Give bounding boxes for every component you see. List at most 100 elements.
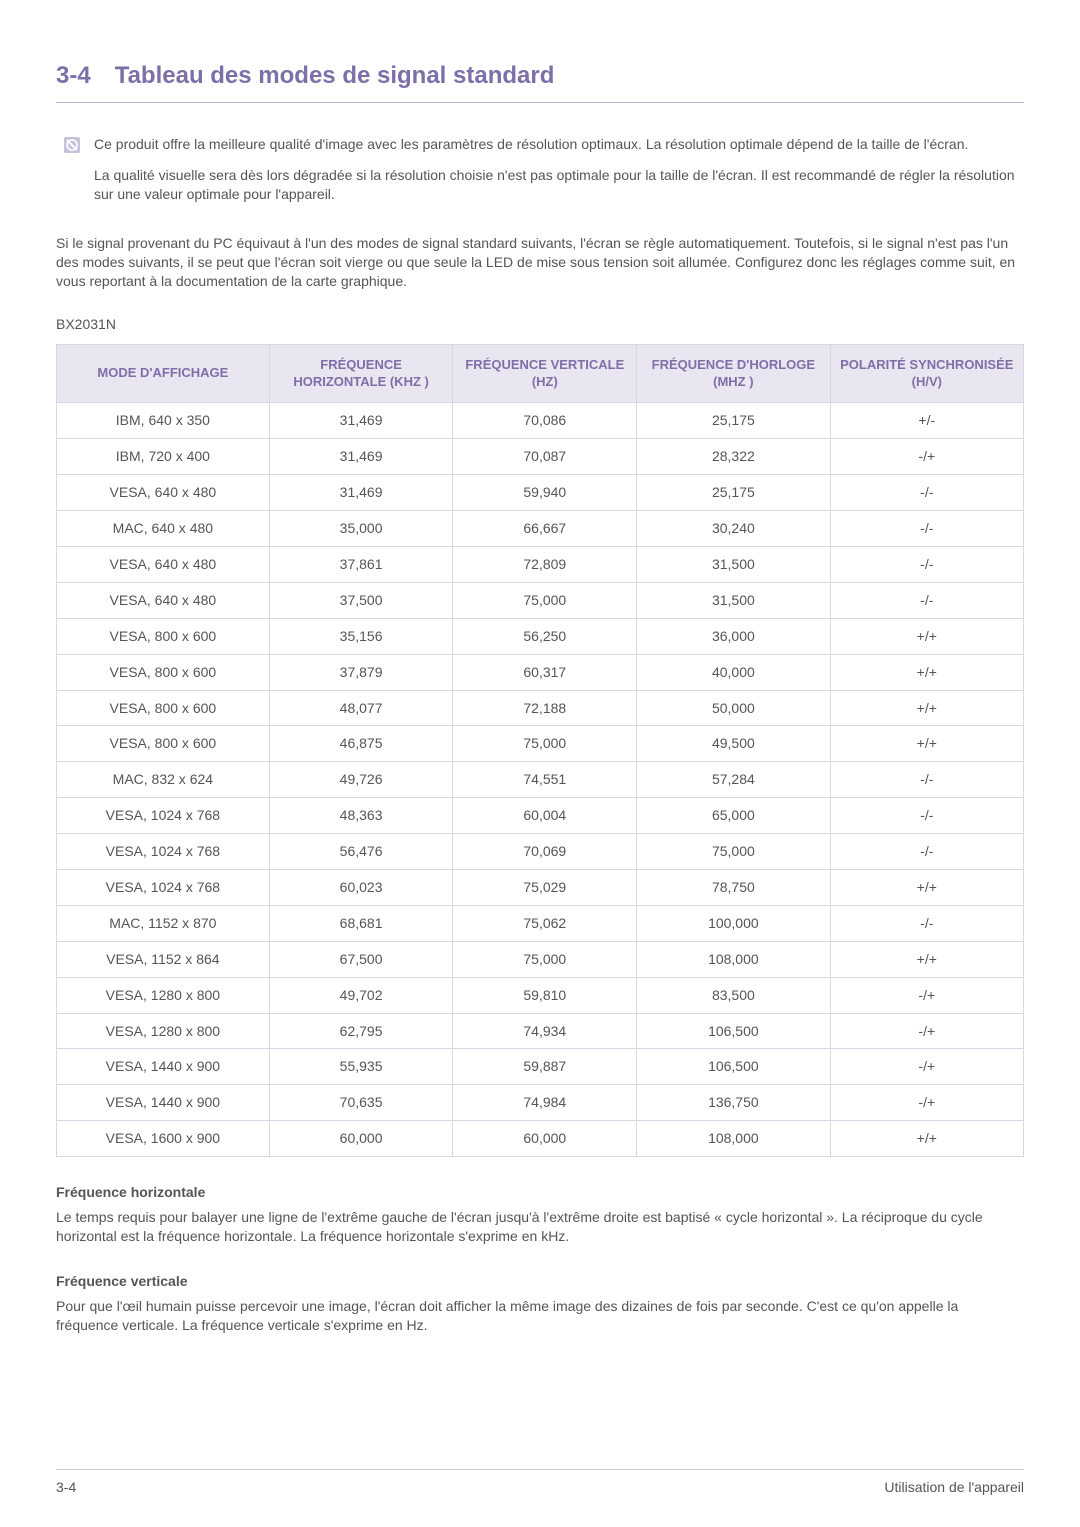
table-row: VESA, 1280 x 80049,70259,81083,500-/+: [57, 977, 1024, 1013]
table-cell: 70,086: [453, 403, 637, 439]
table-cell: -/-: [830, 905, 1023, 941]
table-cell: 36,000: [637, 618, 830, 654]
table-cell: -/+: [830, 977, 1023, 1013]
table-cell: 74,984: [453, 1085, 637, 1121]
table-cell: 60,000: [453, 1121, 637, 1157]
definition-title-vertical: Fréquence verticale: [56, 1272, 1024, 1291]
table-cell: 106,500: [637, 1013, 830, 1049]
table-cell: 83,500: [637, 977, 830, 1013]
table-cell: 59,887: [453, 1049, 637, 1085]
signal-modes-table: MODE D'AFFICHAGEFRÉQUENCE HORIZONTALE (K…: [56, 344, 1024, 1157]
table-cell: 31,500: [637, 582, 830, 618]
table-row: VESA, 640 x 48037,86172,80931,500-/-: [57, 546, 1024, 582]
table-cell: 60,023: [269, 869, 453, 905]
table-cell: 106,500: [637, 1049, 830, 1085]
table-row: VESA, 800 x 60035,15656,25036,000+/+: [57, 618, 1024, 654]
table-cell: VESA, 1024 x 768: [57, 798, 270, 834]
table-column-header: MODE D'AFFICHAGE: [57, 344, 270, 403]
table-cell: 136,750: [637, 1085, 830, 1121]
table-cell: 57,284: [637, 762, 830, 798]
table-cell: 40,000: [637, 654, 830, 690]
table-cell: VESA, 800 x 600: [57, 618, 270, 654]
table-row: IBM, 640 x 35031,46970,08625,175+/-: [57, 403, 1024, 439]
table-cell: VESA, 800 x 600: [57, 654, 270, 690]
table-row: VESA, 800 x 60037,87960,31740,000+/+: [57, 654, 1024, 690]
table-cell: 30,240: [637, 511, 830, 547]
table-cell: 68,681: [269, 905, 453, 941]
table-cell: 35,156: [269, 618, 453, 654]
footer-left: 3-4: [56, 1478, 76, 1497]
table-column-header: FRÉQUENCE HORIZONTALE (KHZ ): [269, 344, 453, 403]
note-paragraph-2: La qualité visuelle sera dès lors dégrad…: [94, 166, 1024, 204]
table-cell: +/+: [830, 690, 1023, 726]
table-cell: 31,469: [269, 403, 453, 439]
table-cell: VESA, 1440 x 900: [57, 1085, 270, 1121]
table-row: VESA, 640 x 48031,46959,94025,175-/-: [57, 475, 1024, 511]
note-body: Ce produit offre la meilleure qualité d'…: [94, 135, 1024, 216]
table-cell: 75,062: [453, 905, 637, 941]
table-cell: VESA, 1600 x 900: [57, 1121, 270, 1157]
table-cell: VESA, 1152 x 864: [57, 941, 270, 977]
note-icon: [64, 137, 80, 153]
table-cell: 59,940: [453, 475, 637, 511]
table-cell: 59,810: [453, 977, 637, 1013]
table-cell: MAC, 1152 x 870: [57, 905, 270, 941]
table-cell: -/-: [830, 475, 1023, 511]
table-cell: VESA, 640 x 480: [57, 582, 270, 618]
table-row: VESA, 1024 x 76860,02375,02978,750+/+: [57, 869, 1024, 905]
table-row: VESA, 800 x 60048,07772,18850,000+/+: [57, 690, 1024, 726]
table-cell: +/+: [830, 869, 1023, 905]
table-cell: 48,363: [269, 798, 453, 834]
table-cell: 72,809: [453, 546, 637, 582]
table-cell: 28,322: [637, 439, 830, 475]
table-cell: 66,667: [453, 511, 637, 547]
table-cell: 31,469: [269, 439, 453, 475]
table-cell: -/-: [830, 511, 1023, 547]
table-cell: 75,029: [453, 869, 637, 905]
table-cell: 60,317: [453, 654, 637, 690]
table-cell: 49,726: [269, 762, 453, 798]
table-cell: -/-: [830, 762, 1023, 798]
definition-body-vertical: Pour que l'œil humain puisse percevoir u…: [56, 1297, 1024, 1335]
intro-paragraph: Si le signal provenant du PC équivaut à …: [56, 234, 1024, 291]
table-cell: VESA, 640 x 480: [57, 475, 270, 511]
table-cell: MAC, 832 x 624: [57, 762, 270, 798]
table-cell: 75,000: [453, 582, 637, 618]
footer-right: Utilisation de l'appareil: [884, 1478, 1024, 1497]
table-cell: -/-: [830, 834, 1023, 870]
note-paragraph-1: Ce produit offre la meilleure qualité d'…: [94, 135, 1024, 154]
table-cell: 70,635: [269, 1085, 453, 1121]
table-row: VESA, 800 x 60046,87575,00049,500+/+: [57, 726, 1024, 762]
page-footer: 3-4 Utilisation de l'appareil: [56, 1469, 1024, 1497]
table-row: VESA, 1024 x 76848,36360,00465,000-/-: [57, 798, 1024, 834]
table-cell: 74,551: [453, 762, 637, 798]
table-cell: 108,000: [637, 941, 830, 977]
table-cell: 55,935: [269, 1049, 453, 1085]
table-cell: 60,004: [453, 798, 637, 834]
table-cell: IBM, 720 x 400: [57, 439, 270, 475]
table-row: MAC, 1152 x 87068,68175,062100,000-/-: [57, 905, 1024, 941]
table-header-row: MODE D'AFFICHAGEFRÉQUENCE HORIZONTALE (K…: [57, 344, 1024, 403]
table-cell: VESA, 1024 x 768: [57, 869, 270, 905]
table-cell: -/-: [830, 546, 1023, 582]
table-row: VESA, 1024 x 76856,47670,06975,000-/-: [57, 834, 1024, 870]
table-cell: 46,875: [269, 726, 453, 762]
table-cell: +/+: [830, 654, 1023, 690]
table-cell: -/-: [830, 582, 1023, 618]
table-cell: 72,188: [453, 690, 637, 726]
definition-title-horizontal: Fréquence horizontale: [56, 1183, 1024, 1202]
table-row: VESA, 640 x 48037,50075,00031,500-/-: [57, 582, 1024, 618]
table-cell: 70,087: [453, 439, 637, 475]
table-row: MAC, 640 x 48035,00066,66730,240-/-: [57, 511, 1024, 547]
note-block: Ce produit offre la meilleure qualité d'…: [64, 135, 1024, 216]
model-label: BX2031N: [56, 315, 1024, 334]
table-cell: 49,500: [637, 726, 830, 762]
table-cell: 37,879: [269, 654, 453, 690]
table-cell: -/-: [830, 798, 1023, 834]
table-row: VESA, 1440 x 90055,93559,887106,500-/+: [57, 1049, 1024, 1085]
table-cell: 25,175: [637, 403, 830, 439]
table-cell: 48,077: [269, 690, 453, 726]
table-cell: VESA, 640 x 480: [57, 546, 270, 582]
section-title: Tableau des modes de signal standard: [115, 60, 555, 92]
table-cell: 49,702: [269, 977, 453, 1013]
